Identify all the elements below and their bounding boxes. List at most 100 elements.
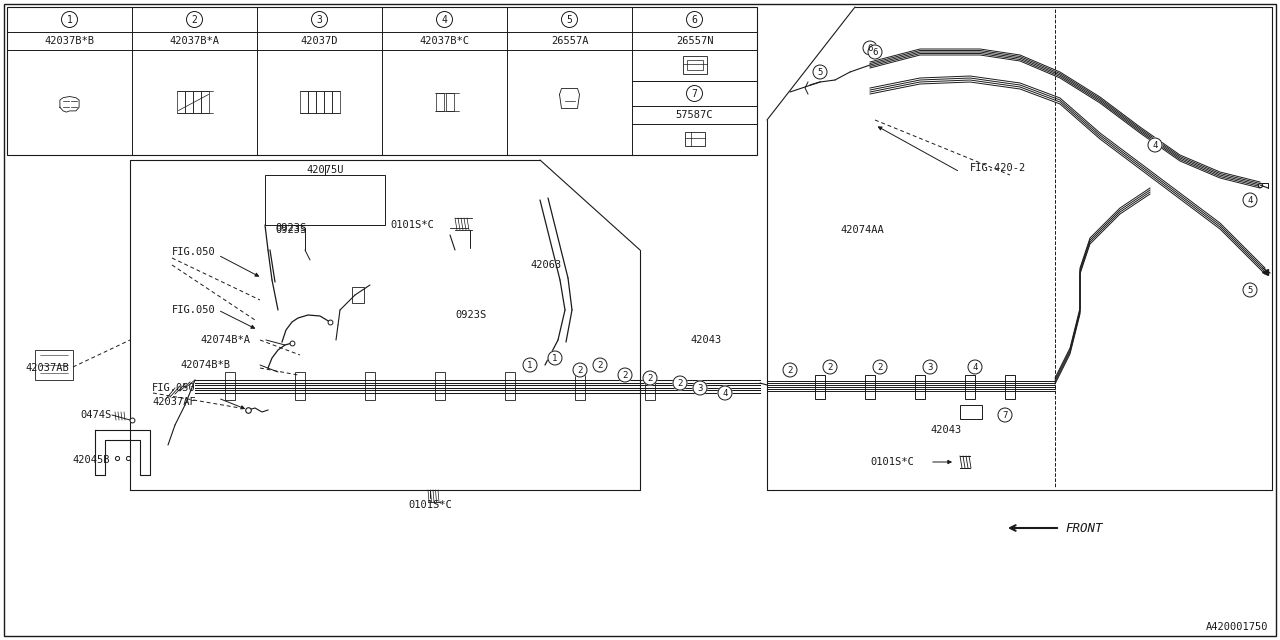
Circle shape [873,360,887,374]
Circle shape [1243,283,1257,297]
Text: 7: 7 [1002,410,1007,419]
Text: 42074AA: 42074AA [840,225,883,235]
Text: FIG.050: FIG.050 [172,305,216,315]
Text: 2: 2 [598,360,603,369]
Bar [324,90,332,113]
Text: 1: 1 [552,353,558,362]
Circle shape [562,12,577,28]
Text: 2: 2 [677,378,682,387]
Bar [965,375,975,399]
Circle shape [998,408,1012,422]
Circle shape [823,360,837,374]
Bar [575,372,585,400]
Bar [332,90,339,113]
Bar [682,56,707,74]
Text: 42037AF: 42037AF [152,397,196,407]
Bar [177,90,184,113]
Bar [686,60,703,70]
Bar [960,405,982,419]
Text: 2: 2 [192,15,197,24]
Text: 2: 2 [648,374,653,383]
Text: 5: 5 [567,15,572,24]
Circle shape [61,12,78,28]
Text: 6: 6 [868,44,873,52]
Circle shape [618,368,632,382]
Text: 3: 3 [698,383,703,392]
Text: 1: 1 [67,15,73,24]
Text: 0101S*C: 0101S*C [408,500,452,510]
Text: 7: 7 [691,88,698,99]
Text: 3: 3 [316,15,323,24]
Text: 5: 5 [818,67,823,77]
Text: 2: 2 [827,362,833,371]
Bar [294,372,305,400]
Text: 42037B*B: 42037B*B [45,36,95,46]
Text: 42074B*B: 42074B*B [180,360,230,370]
Text: 6: 6 [691,15,698,24]
Circle shape [673,376,687,390]
Text: 57587C: 57587C [676,110,713,120]
Text: 4: 4 [442,15,448,24]
Bar [506,372,515,400]
Text: 2: 2 [622,371,627,380]
Text: 42075U: 42075U [306,165,344,175]
Text: 42045B: 42045B [72,455,110,465]
Text: 42037D: 42037D [301,36,338,46]
Text: 4: 4 [722,388,728,397]
Circle shape [686,12,703,28]
Bar [445,93,453,111]
Circle shape [548,351,562,365]
Bar [915,375,925,399]
Circle shape [923,360,937,374]
Text: 0923S: 0923S [275,223,306,233]
Bar [201,90,209,113]
Text: 42074B*A: 42074B*A [200,335,250,345]
Circle shape [187,12,202,28]
Bar [645,372,655,400]
Text: 2: 2 [877,362,883,371]
Circle shape [593,358,607,372]
Bar [307,90,315,113]
Circle shape [968,360,982,374]
Bar [192,90,201,113]
Circle shape [573,363,588,377]
Circle shape [1148,138,1162,152]
Circle shape [813,65,827,79]
Bar [184,90,192,113]
Text: 26557A: 26557A [550,36,589,46]
Bar [435,372,445,400]
Text: 4: 4 [973,362,978,371]
Circle shape [863,41,877,55]
Text: 0474S: 0474S [81,410,111,420]
Text: 0923S: 0923S [275,225,306,235]
Circle shape [1243,193,1257,207]
Text: 42037B*A: 42037B*A [169,36,219,46]
Text: 42043: 42043 [690,335,721,345]
Text: FIG.420-2: FIG.420-2 [970,163,1027,173]
Bar [435,93,443,111]
Text: A420001750: A420001750 [1206,622,1268,632]
Bar [265,175,385,225]
Text: 4: 4 [1152,141,1157,150]
Bar [865,375,876,399]
Bar [815,375,826,399]
Bar [1005,375,1015,399]
Text: 2: 2 [577,365,582,374]
Text: 0101S*C: 0101S*C [390,220,434,230]
Text: 3: 3 [927,362,933,371]
Circle shape [868,45,882,59]
Text: 42063: 42063 [530,260,561,270]
Circle shape [311,12,328,28]
Bar [225,372,236,400]
Bar [35,350,73,380]
Text: 42037B*C: 42037B*C [420,36,470,46]
Circle shape [436,12,453,28]
Circle shape [686,86,703,102]
Text: 0101S*C: 0101S*C [870,457,914,467]
Circle shape [692,381,707,395]
Bar [315,90,324,113]
Text: FIG.050: FIG.050 [152,383,196,393]
Bar [352,287,364,303]
Text: 6: 6 [872,47,878,56]
Text: FRONT: FRONT [1065,522,1102,534]
